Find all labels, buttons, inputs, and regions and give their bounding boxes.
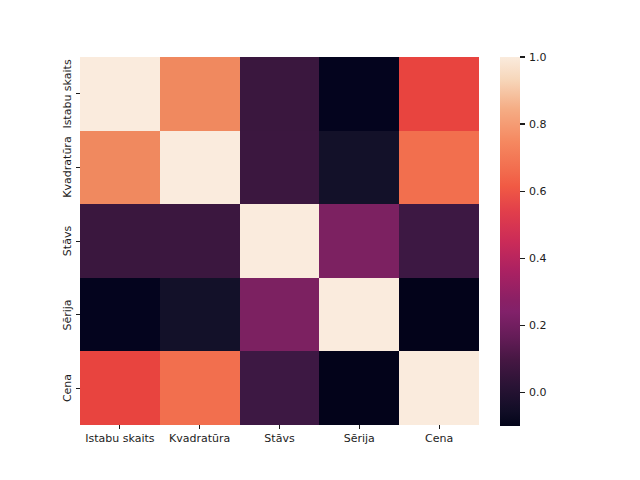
- colorbar-tick-label: 0.4: [529, 253, 547, 264]
- heatmap-cell-r2-c2: [240, 204, 320, 278]
- heatmap-cell-r2-c1: [160, 204, 240, 278]
- colorbar-tick-label: 0.2: [529, 320, 547, 331]
- heatmap-cell-r2-c3: [319, 204, 399, 278]
- x-tick-label: Istabu skaits: [85, 433, 154, 444]
- x-tick-mark: [359, 425, 360, 429]
- heatmap-cell-r0-c0: [80, 57, 160, 131]
- heatmap-cell-r4-c1: [160, 351, 240, 425]
- heatmap-cell-r0-c3: [319, 57, 399, 131]
- heatmap-cell-r3-c1: [160, 278, 240, 352]
- x-tick-label: Kvadratūra: [169, 433, 230, 444]
- y-tick-label: Stāvs: [62, 226, 73, 256]
- heatmap-cell-r2-c4: [399, 204, 479, 278]
- colorbar: [500, 57, 520, 426]
- colorbar-tick-mark: [520, 56, 525, 57]
- x-tick-label: Stāvs: [264, 433, 294, 444]
- heatmap-cell-r3-c3: [319, 278, 399, 352]
- y-tick-mark: [76, 93, 80, 94]
- x-tick-mark: [199, 425, 200, 429]
- colorbar-tick-mark: [520, 392, 525, 393]
- heatmap-cell-r3-c0: [80, 278, 160, 352]
- x-tick-label: Sērija: [344, 433, 375, 444]
- heatmap-cell-r0-c4: [399, 57, 479, 131]
- colorbar-tick-label: 0.6: [529, 186, 547, 197]
- colorbar-tick-mark: [520, 123, 525, 124]
- colorbar-tick-mark: [520, 258, 525, 259]
- heatmap: [80, 57, 479, 425]
- heatmap-cell-r1-c0: [80, 131, 160, 205]
- heatmap-cell-r1-c1: [160, 131, 240, 205]
- heatmap-cell-r4-c2: [240, 351, 320, 425]
- heatmap-cell-r1-c3: [319, 131, 399, 205]
- heatmap-cell-r4-c0: [80, 351, 160, 425]
- heatmap-cell-r0-c2: [240, 57, 320, 131]
- x-tick-mark: [439, 425, 440, 429]
- y-tick-label: Sērija: [62, 299, 73, 330]
- colorbar-tick-label: 1.0: [529, 52, 547, 63]
- colorbar-tick-label: 0.0: [529, 387, 547, 398]
- heatmap-cell-r1-c2: [240, 131, 320, 205]
- y-tick-label: Kvadratūra: [62, 137, 73, 198]
- y-tick-label: Istabu skaits: [62, 59, 73, 128]
- colorbar-tick-label: 0.8: [529, 119, 547, 130]
- y-tick-mark: [76, 167, 80, 168]
- heatmap-cell-r4-c4: [399, 351, 479, 425]
- heatmap-cell-r4-c3: [319, 351, 399, 425]
- heatmap-cell-r2-c0: [80, 204, 160, 278]
- y-tick-mark: [76, 388, 80, 389]
- y-tick-mark: [76, 241, 80, 242]
- x-tick-label: Cena: [425, 433, 453, 444]
- x-tick-mark: [279, 425, 280, 429]
- heatmap-cell-r1-c4: [399, 131, 479, 205]
- x-tick-mark: [119, 425, 120, 429]
- heatmap-cell-r3-c4: [399, 278, 479, 352]
- y-tick-label: Cena: [62, 374, 73, 402]
- heatmap-cell-r0-c1: [160, 57, 240, 131]
- heatmap-cell-r3-c2: [240, 278, 320, 352]
- colorbar-tick-mark: [520, 325, 525, 326]
- y-tick-mark: [76, 314, 80, 315]
- colorbar-tick-mark: [520, 191, 525, 192]
- correlation-heatmap-figure: Istabu skaits Kvadratūra Stāvs Sērija Cena I…: [0, 0, 640, 480]
